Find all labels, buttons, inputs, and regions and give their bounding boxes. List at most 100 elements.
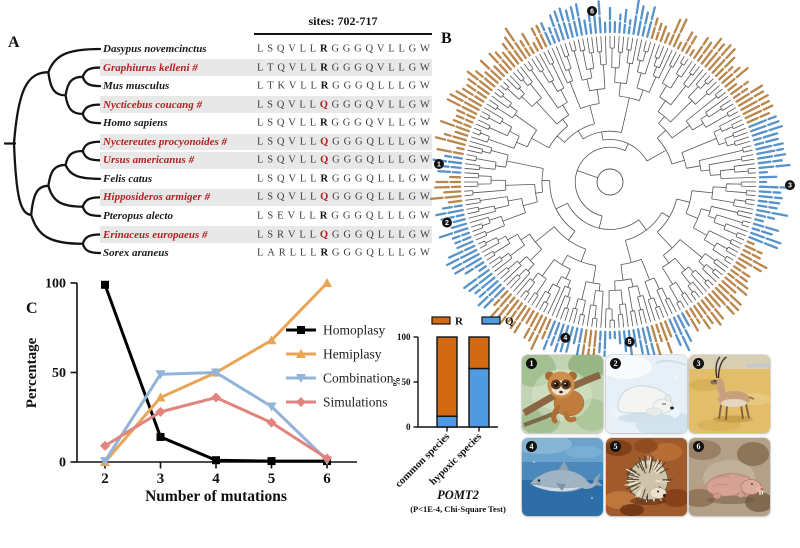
legend-label: Simulations [323,395,388,410]
clade-number-marker: 6 [587,5,598,16]
panel-c-line-chart: 0 50 100 2 3 4 5 6 Percentage Number of mutations… [24,277,394,506]
panel-a-cladogram [3,47,102,255]
animal-number-badge: 1 [526,358,537,369]
series-simulations [100,392,332,464]
x-tick-label: 3 [157,471,165,487]
gene-title: POMT2 [437,488,479,502]
species-name: Mus musculus [103,80,170,93]
y-tick-label: 50 [52,366,66,381]
x-tick-label: 4 [212,471,220,487]
svg-text:2: 2 [445,220,449,227]
species-name: Graphiurus kelleni # [103,61,198,74]
species-name: Sorex araneus [103,247,169,260]
x-tick-label: 5 [268,471,276,487]
animal-tile-slow-loris: 1 [522,355,603,433]
animal-number-badge: 5 [610,441,621,452]
alignment-sites-header: sites: 702-717 [308,14,378,28]
stat-test-subtitle: (P<1E-4, Chi-Square Test) [410,504,506,514]
legend-label: Q [505,316,514,328]
species-name: Hipposideros armiger # [103,191,210,204]
bar-segment-q [468,367,490,428]
clade-number-marker: 3 [784,180,795,191]
animal-tile-dolphin: 4 [522,438,603,516]
animal-number-badge: 4 [526,441,537,452]
animal-tile-hedgehog: 5 [606,438,687,516]
y-tick-label: 50 [402,377,412,387]
x-tick-label: 2 [101,471,109,487]
clade-number-marker: 2 [441,217,452,228]
species-name: Pteropus alecto [103,209,173,222]
hibernating-bear-illustration [606,355,687,433]
svg-text:4: 4 [563,335,567,342]
cladogram-branches [3,47,102,255]
alignment-header-rule [254,33,432,35]
category-label: common species [393,431,452,490]
row-highlight-band [100,59,432,76]
animal-number-badge: 3 [693,358,704,369]
bar-segment-r [468,336,490,370]
clade-number-marker: 4 [560,332,571,343]
animal-tile-hibernating-bear: 2 [606,355,687,433]
species-name: Nycticebus coucang # [103,98,202,111]
animal-number-badge: 2 [610,358,621,369]
legend-label: R [455,316,464,328]
tibetan-antelope-illustration [689,355,770,433]
x-axis-title: Number of mutations [145,488,287,505]
y-tick-label: 100 [397,332,411,342]
y-axis-title: Percentage [24,337,40,408]
animal-number-badge: 6 [693,441,704,452]
leaf-labels-common-species [429,17,774,364]
legend-entry-simulations: Simulations [286,395,388,410]
panel-b-label: B [441,30,452,47]
svg-text:6: 6 [590,8,594,15]
row-highlight-band [100,96,432,113]
svg-text:3: 3 [788,183,792,190]
animal-tile-tibetan-antelope: 3 [689,355,770,433]
legend-entry-combination: Combination [286,371,394,386]
row-highlight-band [100,189,432,206]
row-highlight-band [100,133,432,151]
legend-entry-q: Q [481,316,514,328]
animal-tile-naked-mole-rat: 6 [689,438,770,516]
svg-text:1: 1 [437,161,441,168]
legend-entry-homoplasy: Homoplasy [286,323,385,338]
svg-text:5: 5 [628,339,632,346]
slow-loris-illustration [522,355,603,433]
row-highlight-band [100,152,432,169]
phylogeny-root-circle [596,168,624,196]
row-highlight-band [100,226,432,243]
x-tick-label: 6 [323,471,331,487]
species-name: Dasypus novemcinctus [103,43,207,55]
phylogeny-branches [464,36,756,328]
species-name: Nyctereutes procyonoides # [103,135,228,148]
naked-mole-rat-illustration [689,438,770,516]
series-combination [100,368,332,467]
species-name: Ursus americanus # [103,154,195,167]
panel-b-circular-phylogeny: 1 2 3 4 5 6 [429,0,795,364]
y-axis-title: % [393,377,403,387]
clade-number-marker: 1 [433,159,444,170]
y-tick-label: 0 [59,456,66,471]
panel-a-label: A [8,34,20,51]
species-name: Felis catus [103,172,153,185]
species-name: Homo sapiens [103,117,168,130]
legend-label: Combination [323,371,394,386]
species-name: Erinaceus europaeus # [103,228,208,241]
bar-segment-r [436,336,458,417]
panel-c-label: C [26,300,38,317]
legend-entry-r: R [431,316,464,328]
legend-entry-hemiplasy: Hemiplasy [286,347,382,362]
